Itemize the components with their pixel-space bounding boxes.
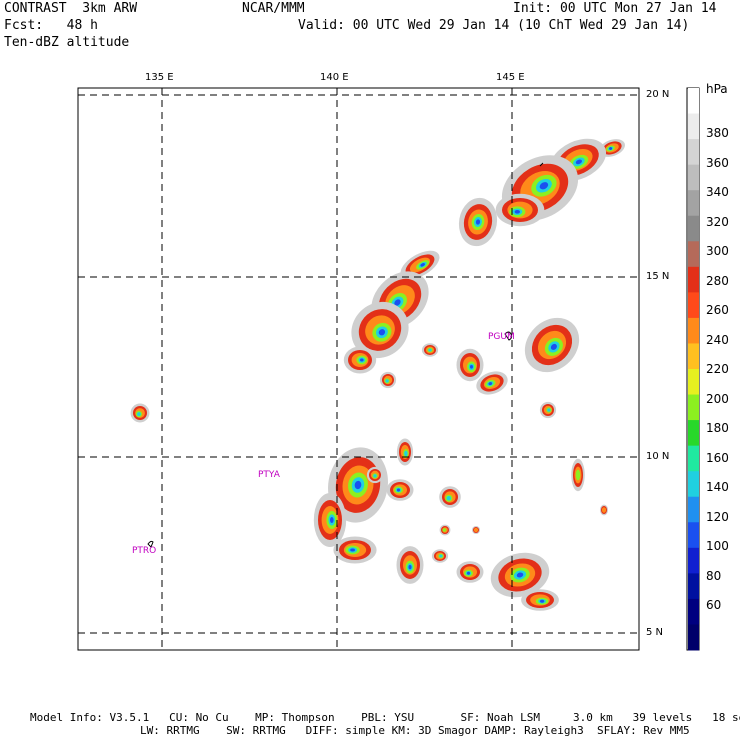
storm-cell xyxy=(524,317,580,373)
storm-cell xyxy=(379,371,397,389)
colorbar-swatch xyxy=(688,573,699,600)
colorbar-tick-label: 140 xyxy=(706,480,729,494)
storm-cell xyxy=(343,346,377,374)
storm-cell xyxy=(490,552,550,598)
field-name: Ten-dBZ altitude xyxy=(4,35,130,50)
storm-cell xyxy=(130,403,150,423)
colorbar-swatch xyxy=(688,445,699,472)
colorbar-tick-label: 200 xyxy=(706,391,729,406)
colorbar-tick-label: 220 xyxy=(706,362,729,376)
colorbar-swatch xyxy=(688,164,699,191)
storm-cell xyxy=(328,447,388,523)
colorbar-tick-label: 360 xyxy=(706,155,729,170)
colorbar-swatch xyxy=(688,394,699,421)
colorbar-swatch xyxy=(688,215,699,242)
colorbar-swatch xyxy=(688,266,699,293)
storm-cell xyxy=(456,348,484,382)
lat-label-20: 20 N xyxy=(646,89,670,100)
colorbar-tick-label: 160 xyxy=(706,450,729,465)
lat-label-15: 15 N xyxy=(646,271,670,282)
colorbar-tick-label: 60 xyxy=(706,598,722,612)
storm-cell xyxy=(571,458,585,492)
storm-cell xyxy=(471,525,481,535)
coastlines xyxy=(147,162,544,548)
model-title: CONTRAST 3km ARW xyxy=(4,1,138,16)
colorbar-tick-label: 320 xyxy=(706,214,729,229)
colorbar-tick-label: 120 xyxy=(706,509,729,524)
colorbar-swatch xyxy=(688,113,699,140)
storm-cell xyxy=(313,493,347,547)
colorbar-swatch xyxy=(688,317,699,344)
footer-line-2: LW: RRTMG SW: RRTMG DIFF: simple KM: 3D … xyxy=(140,724,690,737)
storm-cell xyxy=(476,371,508,395)
colorbar-tick-label: 80 xyxy=(706,568,722,583)
lat-label-10: 10 N xyxy=(646,451,670,462)
colorbar-tick-label: 180 xyxy=(706,421,729,435)
colorbar-tick-label: 300 xyxy=(706,244,729,258)
storm-cell xyxy=(439,524,451,536)
colorbar xyxy=(688,88,699,651)
storm-cell xyxy=(599,504,609,516)
storm-cell xyxy=(333,536,377,564)
colorbar-swatch xyxy=(688,190,699,217)
station-ptro: PTRO xyxy=(132,546,157,556)
lon-label-145: 145 E xyxy=(496,72,525,83)
colorbar-tick-label: 380 xyxy=(706,126,729,140)
colorbar-swatch xyxy=(688,471,699,498)
storm-cell xyxy=(439,486,461,508)
colorbar-swatch xyxy=(688,139,699,166)
lon-label-140: 140 E xyxy=(320,72,349,83)
storm-cell xyxy=(456,561,484,583)
storm-cell xyxy=(495,193,545,227)
storm-cell xyxy=(539,401,557,419)
colorbar-tick-label: 340 xyxy=(706,185,729,199)
storm-cells xyxy=(130,138,625,611)
lat-lon-grid xyxy=(78,88,639,650)
storm-cell xyxy=(386,479,414,501)
colorbar-tick-label: 260 xyxy=(706,303,729,317)
organization-label: NCAR/MMM xyxy=(242,1,305,16)
storm-cell xyxy=(431,549,449,563)
footer-line-1: Model Info: V3.5.1 CU: No Cu MP: Thompso… xyxy=(30,711,740,724)
storm-cell xyxy=(521,589,559,611)
colorbar-swatch xyxy=(688,598,699,625)
colorbar-swatch xyxy=(688,88,699,115)
lat-label-5: 5 N xyxy=(646,627,664,638)
colorbar-tick-label: 280 xyxy=(706,273,729,288)
colorbar-swatch xyxy=(688,496,699,523)
colorbar-tick-label: 240 xyxy=(706,332,729,347)
colorbar-unit: hPa xyxy=(706,82,728,96)
storm-cell xyxy=(396,546,424,584)
colorbar-swatch xyxy=(688,343,699,370)
station-ptya: PTYA xyxy=(258,470,280,480)
valid-time: Valid: 00 UTC Wed 29 Jan 14 (10 ChT Wed … xyxy=(298,18,690,33)
colorbar-swatch xyxy=(688,369,699,396)
storm-cell xyxy=(366,466,384,484)
storm-cell xyxy=(421,343,439,357)
station-pgum: PGUM xyxy=(488,332,515,342)
colorbar-swatch xyxy=(688,522,699,549)
storm-cell xyxy=(396,438,414,466)
colorbar-swatch xyxy=(688,292,699,319)
storm-cell xyxy=(351,301,409,359)
forecast-hour: Fcst: 48 h xyxy=(4,18,98,33)
colorbar-swatch xyxy=(688,624,699,651)
init-time: Init: 00 UTC Mon 27 Jan 14 xyxy=(513,1,717,16)
storm-cell xyxy=(458,197,498,247)
colorbar-tick-label: 100 xyxy=(706,539,729,553)
colorbar-swatch xyxy=(688,241,699,268)
colorbar-swatch xyxy=(688,547,699,574)
colorbar-swatch xyxy=(688,420,699,447)
lon-label-135: 135 E xyxy=(145,72,174,83)
